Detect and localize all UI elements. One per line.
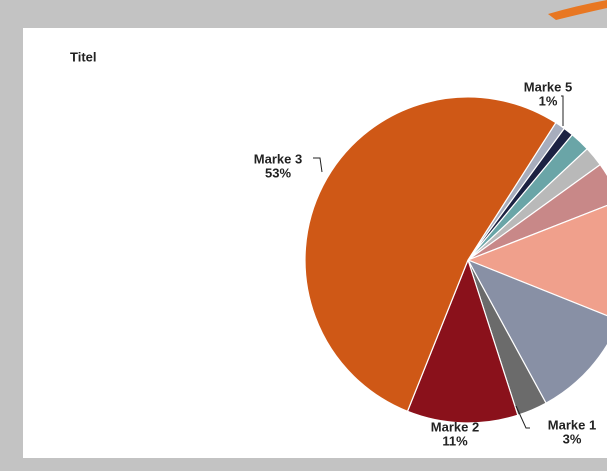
leader-line xyxy=(515,405,530,429)
corner-accent xyxy=(548,0,607,20)
pie-slice xyxy=(304,96,557,413)
leader-line xyxy=(313,157,323,173)
pie-slice xyxy=(466,204,607,317)
slice-label: Marke 3 xyxy=(254,151,302,166)
pie-slice xyxy=(466,258,607,404)
slice-value-label: 1% xyxy=(539,93,558,108)
slice-label: Marke 5 xyxy=(524,79,572,94)
slice-value-label: 11% xyxy=(442,433,468,448)
slice-value-label: 53% xyxy=(265,165,291,180)
pie-slice xyxy=(467,163,607,261)
leader-line xyxy=(561,95,564,126)
slice-label: Marke 1 xyxy=(548,417,596,432)
slice-label: Marke 2 xyxy=(431,419,479,434)
slice-value-label: 3% xyxy=(563,431,582,446)
chart-title: Titel xyxy=(70,49,97,64)
pie-slice xyxy=(406,258,519,424)
